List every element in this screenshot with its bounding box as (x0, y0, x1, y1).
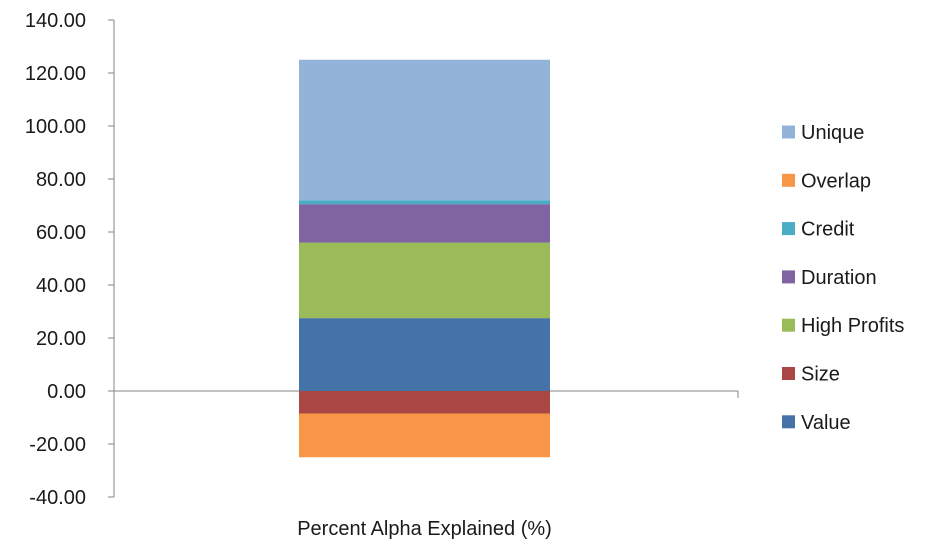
x-category-label: Percent Alpha Explained (%) (297, 518, 552, 540)
legend-swatch-unique (782, 125, 795, 139)
y-tick-label: 140.00 (25, 10, 86, 32)
legend-swatch-high-profits (782, 318, 795, 332)
legend-label-high-profits: High Profits (801, 315, 904, 337)
legend-label-unique: Unique (801, 122, 864, 144)
bar-segment-overlap (299, 413, 550, 458)
bar-segment-duration (299, 204, 550, 243)
y-tick-label: 0.00 (47, 381, 86, 403)
y-tick-labels: -40.00 -20.00 0.00 20.00 40.00 60.00 80.00 100.… (25, 10, 86, 509)
y-tick-label: 100.00 (25, 116, 86, 138)
y-tick-label: 120.00 (25, 63, 86, 85)
bar-segment-high-profits (299, 242, 550, 319)
legend-swatch-credit (782, 222, 795, 236)
legend-label-value: Value (801, 412, 851, 434)
legend: Unique Overlap Credit Duration High Profits S… (782, 122, 904, 434)
legend-label-overlap: Overlap (801, 170, 871, 192)
y-tick-label: 20.00 (36, 328, 86, 350)
x-category-labels: Percent Alpha Explained (%) (297, 518, 552, 540)
legend-swatch-duration (782, 270, 795, 284)
bar-segment-unique (299, 59, 550, 201)
legend-swatch-value (782, 415, 795, 429)
bar-segment-value (299, 318, 550, 391)
bar-segment-size (299, 391, 550, 414)
bars (299, 59, 550, 458)
y-tick-label: 60.00 (36, 222, 86, 244)
legend-swatch-size (782, 367, 795, 380)
legend-label-duration: Duration (801, 267, 877, 289)
legend-label-credit: Credit (801, 219, 855, 241)
y-tick-label: 80.00 (36, 169, 86, 191)
y-tick-label: 40.00 (36, 275, 86, 297)
legend-label-size: Size (801, 364, 840, 386)
bar-segment-credit (299, 200, 550, 205)
y-tick-label: -20.00 (29, 434, 86, 456)
legend-swatch-overlap (782, 173, 795, 187)
y-tick-label: -40.00 (29, 487, 86, 509)
